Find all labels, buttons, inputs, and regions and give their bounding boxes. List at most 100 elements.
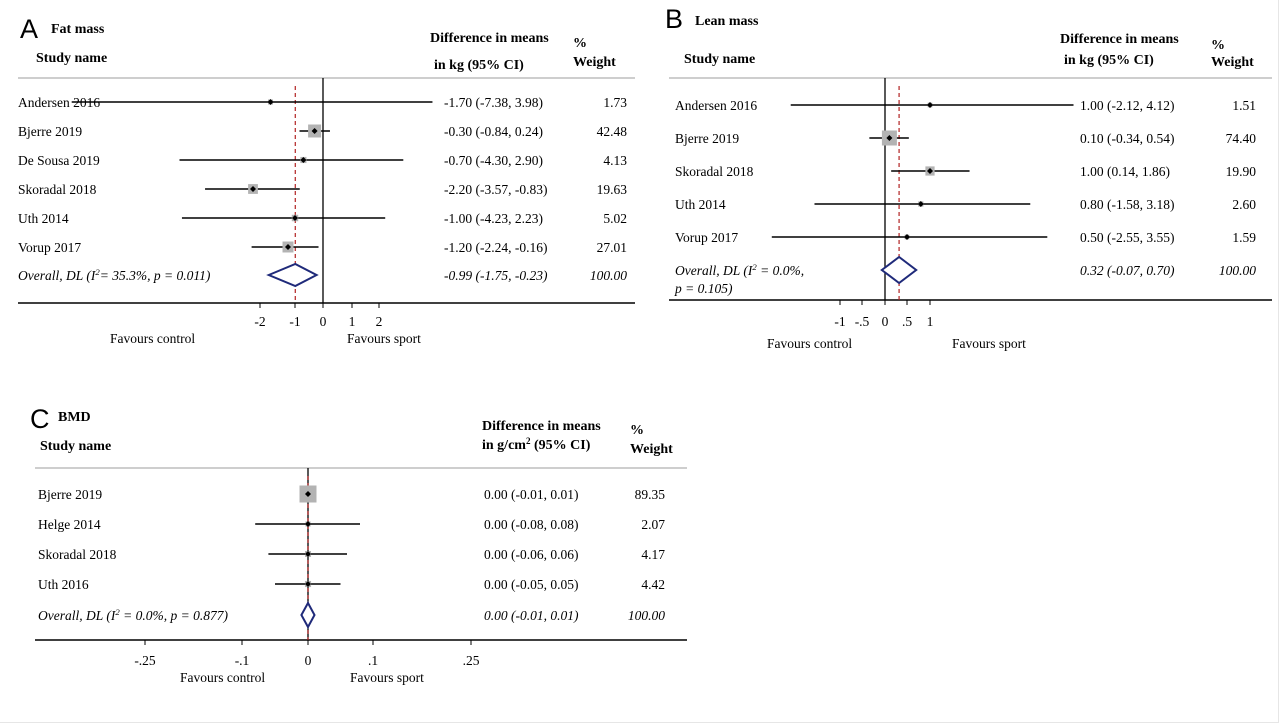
overall-weight: 100.00 <box>628 608 665 623</box>
overall-weight: 100.00 <box>1219 263 1256 278</box>
study-effect-ci: 1.00 (-2.12, 4.12) <box>1080 98 1175 113</box>
study-weight: 19.63 <box>597 182 628 197</box>
point-estimate-marker <box>285 244 291 250</box>
study-effect-ci: -1.20 (-2.24, -0.16) <box>444 240 547 255</box>
header-effect-line2: in g/cm2 (95% CI) <box>482 436 591 453</box>
overall-diamond <box>300 600 316 630</box>
axis-tick-label: -.25 <box>134 653 156 668</box>
study-name: Vorup 2017 <box>675 230 738 245</box>
point-estimate-marker <box>927 168 933 174</box>
axis-tick-label: -1 <box>289 314 300 329</box>
axis-tick-label: -2 <box>254 314 265 329</box>
study-effect-ci: -2.20 (-3.57, -0.83) <box>444 182 547 197</box>
study-row: Helge 2014 0.00 (-0.08, 0.08) 2.07 <box>38 517 665 532</box>
study-name: Skoradal 2018 <box>38 547 117 562</box>
point-estimate-marker <box>250 186 256 192</box>
point-estimate-marker <box>311 128 318 134</box>
study-weight: 4.13 <box>603 153 627 168</box>
study-weight: 19.90 <box>1226 164 1257 179</box>
panel-title: Fat mass <box>51 22 105 37</box>
header-effect-line2: in kg (95% CI) <box>434 58 524 73</box>
study-effect-ci: 0.00 (-0.01, 0.01) <box>484 487 579 502</box>
header-weight-line1: % <box>573 36 587 51</box>
overall-diamond <box>880 255 918 285</box>
study-name: Uth 2016 <box>38 577 89 592</box>
panel-letter: A <box>20 14 38 44</box>
overall-effect-ci: -0.99 (-1.75, -0.23) <box>444 268 548 283</box>
header-weight-line2: Weight <box>573 55 616 70</box>
overall-weight: 100.00 <box>590 268 627 283</box>
study-row: Skoradal 2018 0.00 (-0.06, 0.06) 4.17 <box>38 547 665 562</box>
overall-diamond <box>266 262 319 288</box>
study-weight: 1.59 <box>1232 230 1256 245</box>
study-weight: 2.07 <box>641 517 665 532</box>
point-estimate-marker <box>904 234 910 240</box>
study-weight: 89.35 <box>635 487 666 502</box>
favours-right-label: Favours sport <box>347 331 421 346</box>
study-weight: 4.17 <box>641 547 665 562</box>
study-row: Andersen 2016 1.00 (-2.12, 4.12) 1.51 <box>675 98 1256 113</box>
study-row: De Sousa 2019 -0.70 (-4.30, 2.90) 4.13 <box>18 153 627 168</box>
point-estimate-marker <box>267 99 274 105</box>
favours-left-label: Favours control <box>110 331 195 346</box>
study-name: Helge 2014 <box>38 517 101 532</box>
study-row: Skoradal 2018 1.00 (0.14, 1.86) 19.90 <box>675 164 1256 179</box>
study-effect-ci: 0.80 (-1.58, 3.18) <box>1080 197 1175 212</box>
overall-effect-ci: 0.00 (-0.01, 0.01) <box>484 608 579 623</box>
study-weight: 1.73 <box>603 95 627 110</box>
panel-title: BMD <box>58 410 91 425</box>
study-name: Skoradal 2018 <box>18 182 97 197</box>
axis-tick-label: 0 <box>305 653 312 668</box>
header-study-name: Study name <box>40 439 111 454</box>
axis-tick-label: -.5 <box>855 314 870 329</box>
forest-plot-svg: C BMD Study name Difference in means in g/cm… <box>30 404 687 685</box>
study-effect-ci: 0.10 (-0.34, 0.54) <box>1080 131 1175 146</box>
study-effect-ci: 1.00 (0.14, 1.86) <box>1080 164 1170 179</box>
axis-tick-label: 0 <box>882 314 889 329</box>
point-estimate-marker <box>917 201 924 207</box>
study-name: Bjerre 2019 <box>675 131 739 146</box>
study-row: Bjerre 2019 0.00 (-0.01, 0.01) 89.35 <box>38 485 666 503</box>
point-estimate-marker <box>305 581 311 587</box>
overall-effect-ci: 0.32 (-0.07, 0.70) <box>1080 263 1175 278</box>
study-name: Andersen 2016 <box>18 95 100 110</box>
header-weight-line1: % <box>630 423 644 438</box>
study-weight: 2.60 <box>1232 197 1256 212</box>
study-effect-ci: 0.00 (-0.08, 0.08) <box>484 517 579 532</box>
forest-plot-svg: A Fat mass Study name Difference in means in… <box>18 14 635 346</box>
study-weight: 1.51 <box>1232 98 1256 113</box>
study-name: Skoradal 2018 <box>675 164 754 179</box>
axis-tick-label: -1 <box>834 314 845 329</box>
point-estimate-marker <box>305 551 311 557</box>
axis-tick-label: .5 <box>902 314 912 329</box>
panel-a-fat-mass: A Fat mass Study name Difference in means in… <box>10 8 655 363</box>
axis-tick-label: .25 <box>463 653 480 668</box>
axis-tick-label: 1 <box>927 314 934 329</box>
study-name: De Sousa 2019 <box>18 153 100 168</box>
study-weight: 5.02 <box>603 211 627 226</box>
overall-label: Overall, DL (I2 = 0.0%, <box>675 262 804 278</box>
study-name: Uth 2014 <box>18 211 69 226</box>
point-estimate-marker <box>886 135 893 141</box>
overall-row: Overall, DL (I2 = 0.0%, p = 0.877) 0.00 (… <box>38 600 665 630</box>
axis-tick-label: -.1 <box>235 653 250 668</box>
study-row: Uth 2014 0.80 (-1.58, 3.18) 2.60 <box>675 197 1256 212</box>
forest-plot-svg: B Lean mass Study name Difference in means i… <box>665 4 1272 351</box>
study-name: Bjerre 2019 <box>38 487 102 502</box>
study-name: Bjerre 2019 <box>18 124 82 139</box>
study-weight: 4.42 <box>641 577 665 592</box>
point-estimate-marker <box>927 102 933 108</box>
header-weight-line2: Weight <box>630 442 673 457</box>
axis-tick-label: 1 <box>349 314 356 329</box>
study-row: Skoradal 2018 -2.20 (-3.57, -0.83) 19.63 <box>18 182 627 197</box>
overall-label: Overall, DL (I2= 35.3%, p = 0.011) <box>18 267 211 283</box>
point-estimate-marker <box>292 215 298 221</box>
study-name: Vorup 2017 <box>18 240 81 255</box>
axis-tick-label: 0 <box>320 314 327 329</box>
point-estimate-marker <box>300 157 307 163</box>
study-row: Bjerre 2019 -0.30 (-0.84, 0.24) 42.48 <box>18 124 627 139</box>
header-effect-line1: Difference in means <box>1060 32 1179 47</box>
overall-row: Overall, DL (I2 = 0.0%, p = 0.105) 0.32 (-… <box>674 255 1256 296</box>
favours-left-label: Favours control <box>767 336 852 351</box>
